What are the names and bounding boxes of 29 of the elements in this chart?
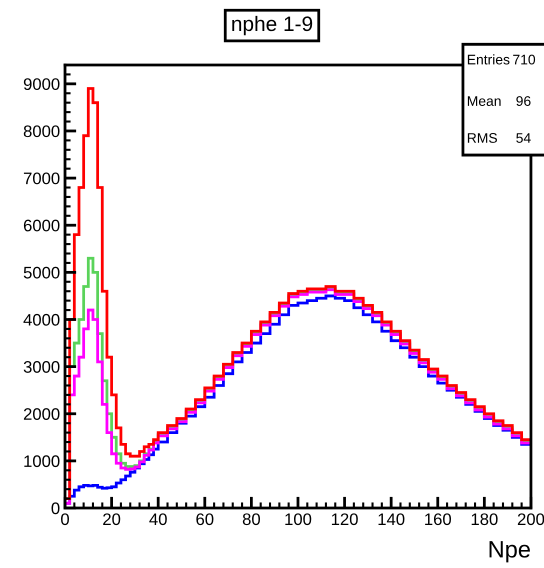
y-tick-label: 1000 [24,455,60,468]
x-tick-label: 160 [425,513,452,526]
x-tick-label: 80 [242,513,260,526]
chart-title: nphe 1-9 [232,16,312,36]
y-tick-label: 6000 [24,220,60,232]
y-tick-label: 4000 [23,314,60,326]
annotation: 54 [516,133,531,143]
x-tick-label: 140 [378,513,404,526]
x-tick-label: 40 [149,513,167,526]
x-tick-label: 180 [472,513,498,526]
y-tick-label: 8000 [24,125,60,138]
x-tick-label: 100 [285,513,312,526]
x-tick-label: 200 [518,513,544,526]
y-tick-label: 9000 [24,78,60,90]
text: Entries [468,54,510,65]
x-axis-title: Npe [490,541,530,562]
y-tick-label: 5000 [24,266,60,279]
y-tick-label: 0 [52,502,60,514]
y-tick-label: 2000 [24,408,60,420]
x-tick-label: 0 [61,513,69,526]
annotation: RMS [468,133,497,143]
text: 710 [513,54,536,65]
annotation: 96 [516,96,531,106]
x-tick-label: 60 [196,513,214,526]
y-tick-label: 3000 [24,361,60,373]
y-tick-label: 7000 [24,172,60,184]
x-tick-label: 120 [332,513,358,526]
x-tick-label: 20 [103,513,120,526]
annotation: Mean [468,96,501,106]
